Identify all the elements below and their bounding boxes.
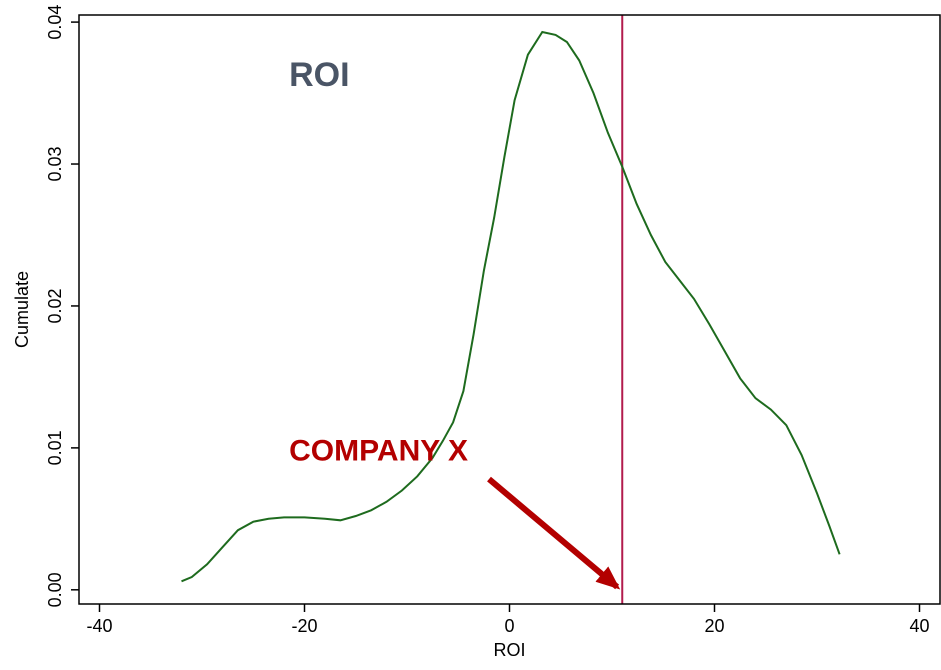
x-tick-label: 0	[504, 616, 514, 636]
x-tick-label: -20	[291, 616, 317, 636]
y-tick-label: 0.04	[45, 5, 65, 40]
y-tick-label: 0.00	[45, 572, 65, 607]
x-tick-label: 20	[704, 616, 724, 636]
y-tick-label: 0.01	[45, 430, 65, 465]
y-axis-title: Cumulate	[12, 271, 32, 348]
x-axis-title: ROI	[493, 640, 525, 660]
chart-title: ROI	[289, 56, 349, 94]
y-tick-label: 0.02	[45, 288, 65, 323]
density-curve	[181, 30, 841, 583]
x-tick-label: -40	[86, 616, 112, 636]
y-tick-label: 0.03	[45, 147, 65, 182]
plot-frame	[78, 14, 941, 605]
x-tick-label: 40	[909, 616, 929, 636]
annotation-label: COMPANY X	[289, 435, 468, 468]
annotation-arrow	[487, 476, 621, 590]
